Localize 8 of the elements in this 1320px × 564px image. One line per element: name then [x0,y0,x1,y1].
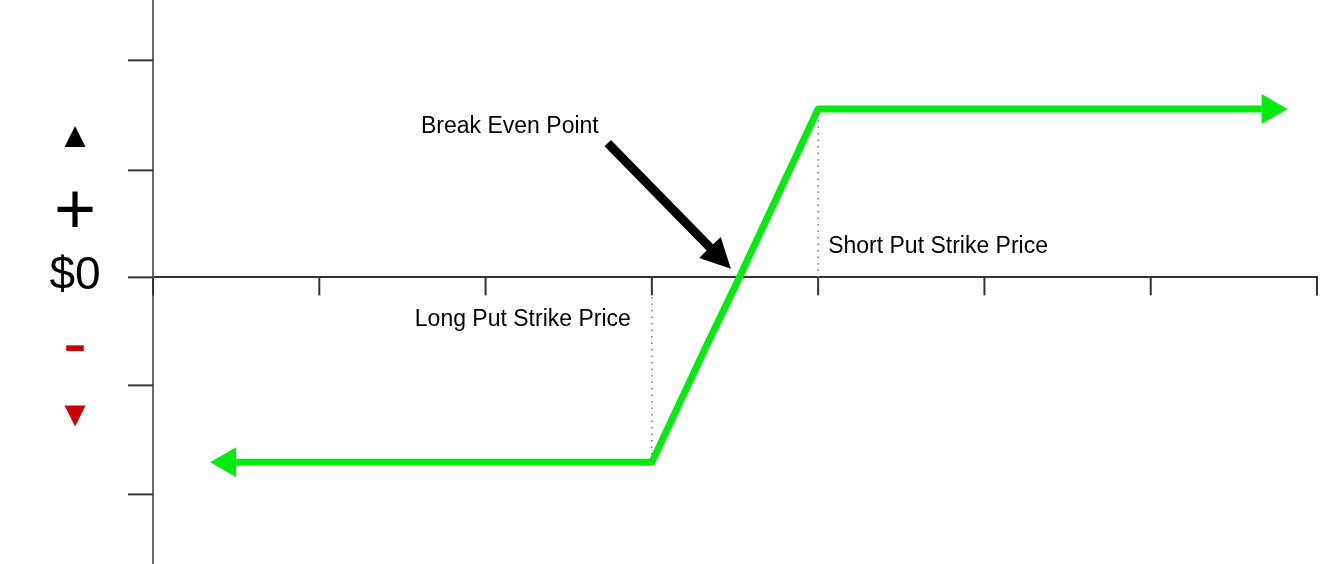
text: - [63,302,87,383]
text: ▲ [57,114,93,156]
text: $0 [49,247,101,300]
text: + [53,168,97,249]
annotation: Short Put Strike Price [828,231,1048,258]
text: ▼ [57,393,93,435]
annotation: Break Even Point [421,112,600,139]
annotation: Long Put Strike Price [414,304,631,331]
